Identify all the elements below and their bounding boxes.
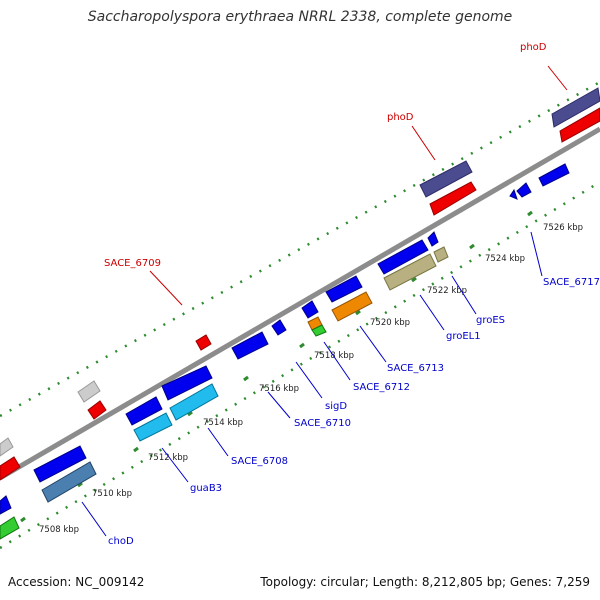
- gene-red-upper-left[interactable]: [87, 400, 107, 420]
- scale-tick-label: 7512 kbp: [148, 453, 188, 463]
- gene-blue-SACE_6717-b[interactable]: [516, 182, 532, 198]
- gene-red-phoD-right[interactable]: [559, 107, 600, 143]
- gene-label-SACE_6713[interactable]: SACE_6713: [359, 325, 444, 374]
- scale-tick-label: 7514 kbp: [203, 418, 243, 428]
- gene-cyan-SACE_6708[interactable]: [169, 383, 219, 421]
- scale-tick-7524: 7524 kbp: [469, 243, 525, 264]
- gene-blue-guaB3[interactable]: [125, 396, 163, 426]
- gene-blue-SACE_6710[interactable]: [231, 331, 269, 360]
- gene-red-edge[interactable]: [0, 456, 21, 481]
- scale-tick-7522: 7522 kbp: [411, 276, 467, 296]
- gene-label-choD[interactable]: choD: [81, 501, 134, 547]
- gene-label-text: SACE_6709: [104, 258, 161, 269]
- gene-orange-SACE_6713[interactable]: [331, 291, 373, 322]
- gene-label-SACE_6709[interactable]: SACE_6709: [104, 258, 183, 306]
- gene-blue-SACE_6712-a[interactable]: [301, 300, 319, 319]
- gene-label-text: SACE_6713: [387, 363, 444, 374]
- gene-label-groEL1[interactable]: groEL1: [419, 294, 481, 342]
- scale-tick-label: 7510 kbp: [92, 489, 132, 499]
- gene-blue-groES[interactable]: [377, 239, 429, 275]
- scale-tick-7510: 7510 kbp: [77, 481, 132, 499]
- scale-tick-label: 7526 kbp: [543, 223, 583, 233]
- gene-green-sigD[interactable]: [311, 324, 327, 337]
- gene-label-groES[interactable]: groES: [451, 275, 505, 326]
- gene-blue-edge[interactable]: [0, 495, 12, 515]
- gene-label-guaB3[interactable]: guaB3: [161, 447, 222, 494]
- gene-blue-SACE_6713[interactable]: [325, 275, 363, 303]
- gene-gray-upper-left[interactable]: [77, 380, 101, 403]
- gene-label-text: SACE_6710: [294, 418, 351, 429]
- gene-blue-SACE_6717-a[interactable]: [538, 163, 570, 187]
- scale-tick-7508: 7508 kbp: [20, 516, 79, 535]
- scale-tick-label: 7508 kbp: [39, 525, 79, 535]
- gene-label-text: SACE_6708: [231, 456, 288, 467]
- gene-label-text: guaB3: [190, 483, 222, 494]
- gene-label-phoD-left[interactable]: phoD: [387, 112, 436, 161]
- gene-green-edge[interactable]: [0, 516, 20, 540]
- gene-label-SACE_6717[interactable]: SACE_6717: [530, 231, 600, 288]
- gene-label-SACE_6708[interactable]: SACE_6708: [207, 427, 288, 467]
- scale-tick-7512: 7512 kbp: [133, 446, 188, 463]
- gene-purple-phoD-left[interactable]: [419, 160, 473, 198]
- gene-label-text: SACE_6712: [353, 382, 410, 393]
- gene-blue-sigD[interactable]: [271, 319, 287, 336]
- gene-purple-phoD-right[interactable]: [551, 87, 600, 128]
- gene-label-SACE_6712[interactable]: SACE_6712: [323, 341, 410, 393]
- scale-tick-label: 7516 kbp: [259, 384, 299, 394]
- gene-label-text: sigD: [325, 401, 347, 412]
- gene-label-text: SACE_6717: [543, 277, 600, 288]
- genome-backbone: [0, 126, 600, 481]
- gene-label-text: phoD: [387, 112, 414, 123]
- gene-khaki-groEL1[interactable]: [383, 253, 437, 291]
- gene-red-phoD-left[interactable]: [429, 181, 477, 216]
- scale-tick-7516: 7516 kbp: [243, 375, 299, 394]
- gene-label-text: groEL1: [446, 331, 481, 342]
- map-title: Saccharopolyspora erythraea NRRL 2338, c…: [87, 9, 513, 25]
- scale-tick-7526: 7526 kbp: [527, 210, 583, 233]
- scale-tick-7514: 7514 kbp: [187, 410, 243, 428]
- footer-stats: Topology: circular; Length: 8,212,805 bp…: [260, 575, 590, 589]
- gene-blue-SACE_6717-c[interactable]: [509, 188, 518, 200]
- scale-tick-label: 7520 kbp: [370, 318, 410, 328]
- gene-blue-choD[interactable]: [33, 445, 87, 483]
- gene-gray-edge[interactable]: [0, 437, 14, 457]
- gene-red-SACE_6709[interactable]: [195, 334, 212, 351]
- gene-cyan-guaB3[interactable]: [133, 412, 173, 442]
- gene-label-text: groES: [476, 315, 505, 326]
- scale-tick-label: 7522 kbp: [427, 286, 467, 296]
- upper-dotted-track: [0, 80, 600, 418]
- footer-accession: Accession: NC_009142: [8, 575, 145, 589]
- gene-label-text: choD: [108, 536, 134, 547]
- scale-tick-7520: 7520 kbp: [355, 309, 410, 328]
- lower-dotted-track: [0, 180, 600, 550]
- gene-steel-choD[interactable]: [41, 461, 97, 503]
- gene-khaki-groEL1-small[interactable]: [433, 246, 449, 263]
- scale-tick-label: 7524 kbp: [485, 254, 525, 264]
- gene-blue-groES-top[interactable]: [427, 231, 439, 247]
- gene-label-SACE_6710[interactable]: SACE_6710: [267, 391, 351, 429]
- gene-label-sigD[interactable]: sigD: [295, 361, 347, 412]
- gene-label-text: phoD: [520, 42, 547, 53]
- gene-blue-SACE_6708[interactable]: [161, 365, 213, 401]
- gene-label-phoD-right[interactable]: phoD: [520, 42, 568, 91]
